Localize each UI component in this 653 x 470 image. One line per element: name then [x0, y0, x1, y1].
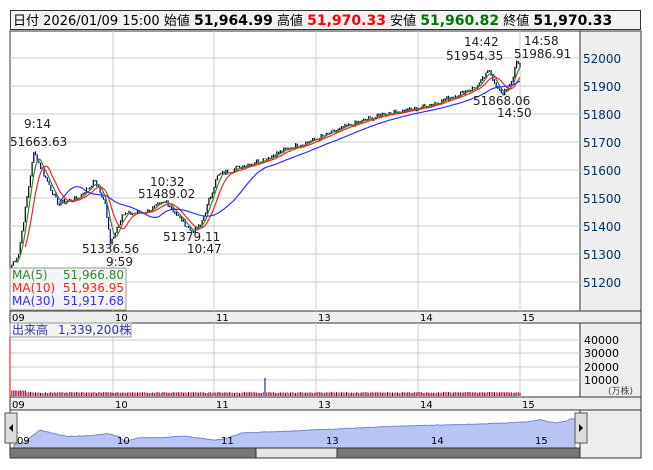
price-tick: 51900 [583, 80, 621, 94]
annotation-value: 51489.02 [138, 187, 195, 201]
arrow-right-icon [579, 424, 583, 432]
navigator-label: 13 [326, 436, 339, 447]
navigator-label: 14 [431, 436, 444, 447]
ma-legend-label: MA(10) [12, 281, 55, 295]
low-value: 51,960.82 [420, 13, 500, 29]
ma30-line [58, 80, 521, 218]
volume-unit: (万株) [608, 385, 633, 397]
close-label: 終値 [503, 14, 530, 29]
ohlc-header: 日付 2026/01/09 15:00 始値 51,964.99 高値 51,9… [10, 10, 641, 30]
annotation-time: 10:47 [187, 242, 222, 256]
volume-tick: 20000 [584, 361, 619, 374]
time-tick: 11 [216, 313, 229, 324]
nav-right-panel [579, 409, 642, 459]
time-tick: 09 [12, 400, 25, 411]
volume-label: 出来高 [12, 322, 48, 337]
ma10-line [24, 76, 521, 248]
navigator-area [13, 418, 576, 449]
high-label: 高値 [276, 14, 303, 29]
ma5-line [16, 67, 521, 264]
navigator-label: 09 [17, 436, 30, 447]
time-tick: 14 [420, 313, 433, 324]
open-value: 51,964.99 [193, 13, 273, 29]
price-tick: 51800 [583, 108, 621, 122]
price-tick: 51500 [583, 192, 621, 206]
navigator-label: 10 [117, 436, 130, 447]
time-tick: 09 [12, 313, 25, 324]
navigator-label: 11 [221, 436, 234, 447]
close-value: 51,970.33 [533, 13, 613, 29]
annotation-value: 51379.11 [163, 230, 220, 244]
price-tick: 51400 [583, 220, 621, 234]
time-tick: 10 [115, 400, 128, 411]
ma-legend-value: 51,936.95 [63, 281, 124, 295]
time-tick: 11 [216, 400, 229, 411]
ma-legend-value: 51,966.80 [63, 268, 124, 282]
high-value: 51,970.33 [307, 13, 386, 29]
ma-legend-value: 51,917.68 [63, 294, 124, 308]
ma-legend-label: MA(30) [12, 294, 55, 308]
volume-tick: 40000 [584, 334, 619, 347]
annotation-time: 14:50 [497, 106, 532, 120]
volume-value: 1,339,200株 [58, 322, 131, 337]
annotation-value: 51868.06 [473, 94, 530, 108]
open-label: 始値 [163, 14, 190, 29]
price-tick: 51200 [583, 276, 621, 290]
volume-axis-panel [579, 322, 642, 398]
scrollbar-thumb[interactable] [255, 447, 338, 459]
date-value: 2026/01/09 15:00 [43, 14, 160, 29]
price-tick: 51600 [583, 164, 621, 178]
annotation-time: 14:42 [464, 35, 499, 49]
ma-legend-label: MA(5) [12, 268, 48, 282]
price-tick: 52000 [583, 52, 621, 66]
time-tick: 14 [420, 400, 433, 411]
ma-legend [9, 267, 127, 311]
low-label: 安値 [390, 14, 417, 29]
time-strip [9, 310, 642, 324]
annotation-value: 51663.63 [10, 135, 67, 149]
time-tick: 13 [318, 313, 331, 324]
price-tick: 51700 [583, 136, 621, 150]
annotation-value: 51954.35 [446, 49, 503, 63]
volume-tick: 10000 [584, 374, 619, 387]
time-tick: 13 [318, 400, 331, 411]
annotation-time: 14:58 [524, 34, 559, 48]
volume-tick: 30000 [584, 347, 619, 360]
time-strip-2 [9, 396, 642, 411]
price-axis-panel [579, 30, 642, 312]
annotation-time: 9:14 [24, 117, 51, 131]
annotation-value: 51986.91 [514, 47, 571, 61]
time-tick: 10 [115, 313, 128, 324]
date-label: 日付 [13, 14, 40, 29]
annotation-time: 10:32 [150, 175, 185, 189]
annotation-value: 51336.56 [82, 242, 139, 256]
price-tick: 51300 [583, 248, 621, 262]
navigator-label: 15 [535, 436, 548, 447]
time-tick: 15 [522, 400, 535, 411]
time-tick: 15 [522, 313, 535, 324]
annotation-time: 9:59 [106, 255, 133, 269]
arrow-left-icon [9, 424, 13, 432]
volume-legend [9, 322, 132, 338]
